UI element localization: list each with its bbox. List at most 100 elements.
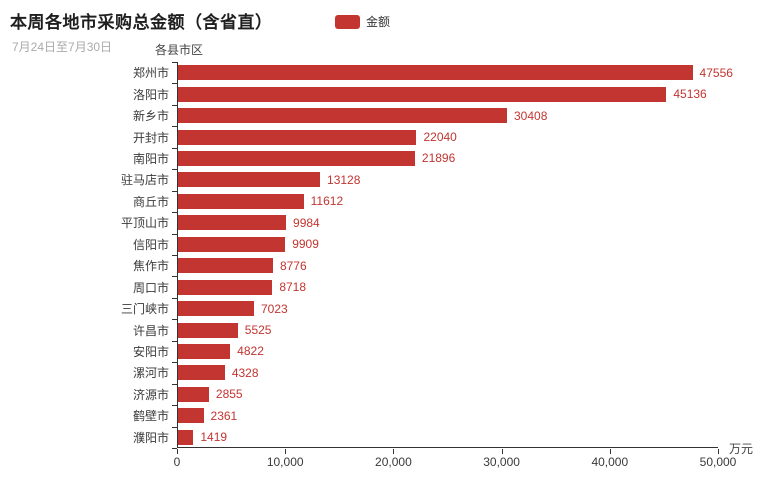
bar-value-label: 4822 [237, 344, 264, 359]
x-axis-tick [609, 449, 611, 454]
y-axis-label: 漯河市 [132, 366, 169, 381]
x-axis-tick [393, 449, 395, 454]
bar-value-label: 2855 [215, 387, 243, 402]
bar-row: 4822 [178, 341, 718, 362]
bar-row: 30408 [178, 105, 718, 126]
y-axis-tick [172, 383, 177, 385]
y-axis-tick [172, 126, 177, 128]
y-axis-tick [172, 340, 177, 342]
x-axis-tick [285, 449, 287, 454]
bar[interactable] [178, 108, 507, 124]
bar-row: 9984 [178, 212, 718, 233]
chart-title: 本周各地市采购总金额（含省直） [10, 13, 273, 32]
bar-value-label: 8776 [279, 258, 307, 273]
bar-value-label: 13128 [327, 172, 361, 187]
bar-value-label: 8718 [279, 280, 307, 295]
y-axis-label: 鹤壁市 [132, 409, 169, 424]
bar-row: 21896 [178, 148, 718, 169]
y-axis-label: 商丘市 [132, 194, 169, 209]
y-axis-tick [172, 255, 177, 256]
bar-row: 2361 [178, 405, 718, 426]
bar[interactable] [178, 365, 225, 381]
y-axis-tick [172, 319, 177, 321]
y-axis-tick [172, 448, 177, 449]
bar[interactable] [178, 236, 286, 252]
bar-row: 5525 [178, 319, 718, 340]
y-axis-label: 新乡市 [132, 109, 169, 124]
bar[interactable] [178, 279, 273, 295]
bar[interactable] [178, 343, 231, 359]
bar[interactable] [178, 150, 415, 166]
y-axis-label: 濮阳市 [132, 430, 169, 445]
bar[interactable] [178, 86, 667, 102]
y-axis-tick [172, 233, 177, 235]
bar[interactable] [178, 65, 693, 81]
y-axis-tick [172, 276, 177, 278]
bar-row: 47556 [178, 62, 733, 83]
bar-row: 2855 [178, 384, 718, 405]
bar[interactable] [178, 129, 417, 145]
bar-value-label: 30408 [514, 108, 548, 123]
y-axis-label: 南阳市 [132, 151, 169, 166]
legend-label: 金额 [366, 15, 391, 29]
bar-value-label: 9909 [292, 237, 319, 252]
x-axis-tick-label: 10,000 [266, 455, 304, 469]
bar-row: 13128 [178, 169, 718, 190]
bar-value-label: 9984 [293, 215, 320, 230]
y-axis-label: 开封市 [132, 130, 169, 145]
bar-row: 9909 [178, 234, 718, 255]
bar[interactable] [178, 322, 238, 338]
y-axis-label: 安阳市 [132, 344, 169, 359]
bar-row: 8776 [178, 255, 718, 276]
bar[interactable] [178, 386, 209, 402]
x-axis-tick [718, 449, 719, 454]
bar[interactable] [178, 429, 194, 445]
y-axis-label: 郑州市 [132, 66, 169, 81]
plot-area: 47556 45136 30408 22040 21896 13128 11612 9984 9… [177, 62, 733, 448]
x-axis-tick [177, 449, 178, 454]
bar-row: 22040 [178, 126, 718, 147]
bar-value-label: 45136 [673, 87, 707, 102]
chart-subtitle: 7月24日至7月30日 [12, 40, 113, 54]
y-axis-tick [172, 104, 177, 106]
bar-value-label: 47556 [699, 65, 733, 80]
bar-value-label: 1419 [200, 430, 228, 445]
y-axis-name: 各县市区 [155, 43, 204, 57]
bar[interactable] [178, 301, 254, 317]
x-axis-tick-label: 20,000 [375, 455, 412, 469]
x-axis-tick-label: 40,000 [591, 455, 629, 469]
legend-item-amount[interactable]: 金额 [335, 13, 390, 30]
x-axis-tick-label: 30,000 [483, 455, 520, 469]
y-axis-tick [172, 212, 177, 214]
bar-row: 8718 [178, 276, 718, 297]
y-axis-tick [172, 147, 177, 149]
bar-row: 4328 [178, 362, 718, 383]
y-axis-label: 焦作市 [132, 259, 169, 274]
y-axis-tick [172, 62, 177, 63]
y-axis-label: 洛阳市 [132, 87, 169, 102]
bar[interactable] [178, 172, 321, 188]
bar-row: 45136 [178, 83, 718, 104]
bar[interactable] [178, 193, 304, 209]
y-axis-label: 平顶山市 [120, 216, 169, 231]
bar[interactable] [178, 215, 287, 231]
y-axis-tick [172, 190, 177, 192]
bar[interactable] [178, 408, 204, 424]
y-axis-label: 周口市 [132, 280, 169, 295]
bar-value-label: 21896 [421, 151, 456, 166]
bar-row: 1419 [178, 427, 718, 448]
bar[interactable] [178, 258, 273, 274]
bar-value-label: 22040 [423, 130, 457, 145]
y-axis-tick [172, 169, 177, 171]
bar-row: 7023 [178, 298, 718, 319]
x-axis-tick [501, 449, 503, 454]
y-axis-label: 济源市 [132, 387, 169, 402]
bar-row: 11612 [178, 191, 718, 212]
y-axis-label: 驻马店市 [120, 173, 169, 188]
y-axis-tick [172, 405, 177, 407]
y-axis-label: 信阳市 [132, 237, 169, 252]
bar-value-label: 5525 [244, 323, 272, 338]
legend-swatch-icon [335, 14, 360, 29]
x-axis-tick-label: 0 [173, 455, 181, 469]
y-axis-label: 三门峡市 [120, 302, 169, 317]
